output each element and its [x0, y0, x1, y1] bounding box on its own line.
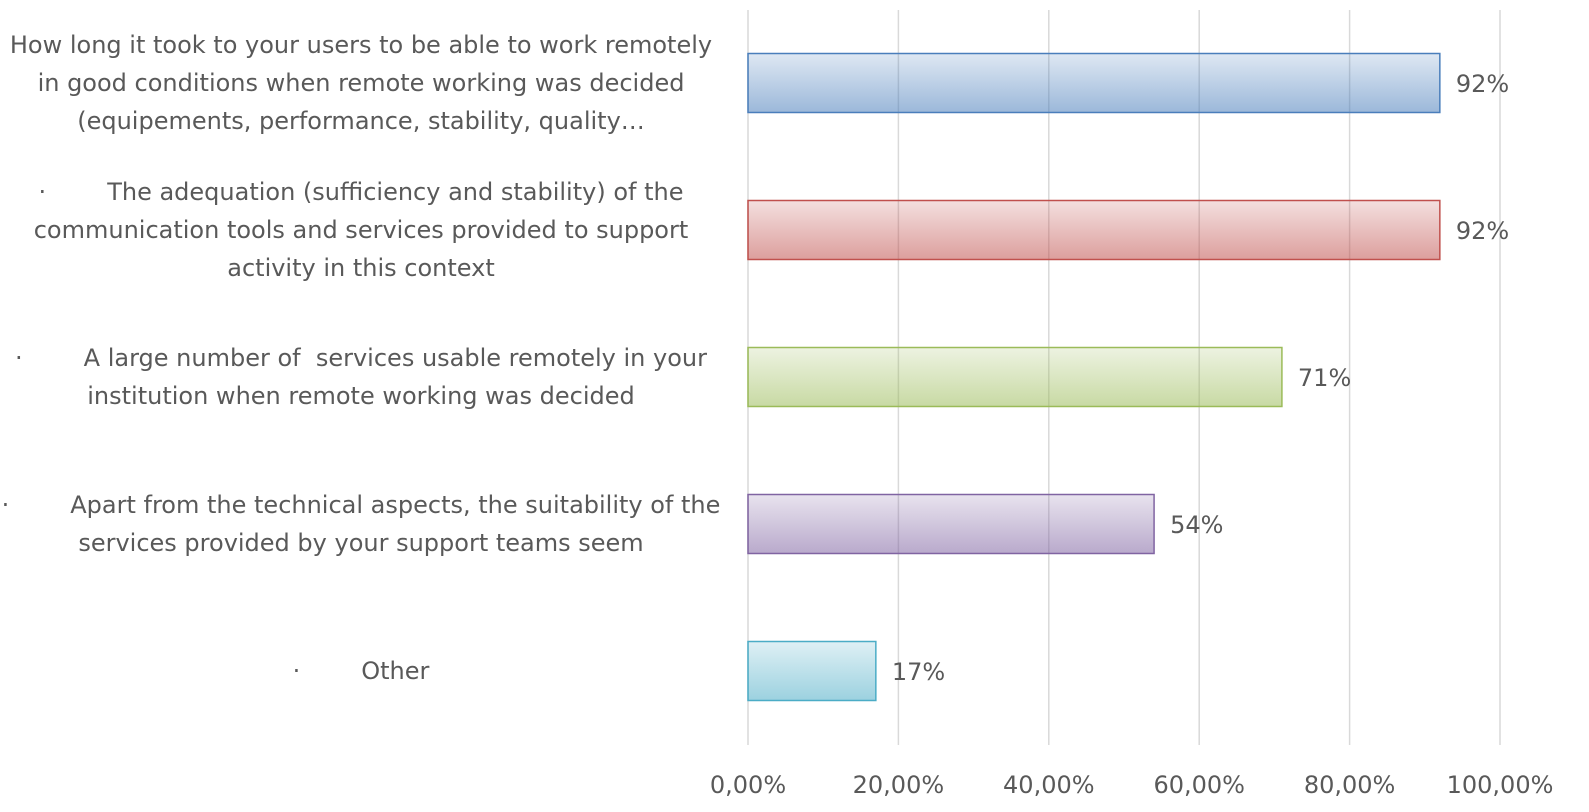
x-tick-label: 80,00%: [1304, 771, 1396, 799]
category-label: · Apart from the technical aspects, the …: [1, 491, 729, 557]
data-label: 17%: [892, 658, 945, 686]
data-label: 54%: [1170, 511, 1223, 539]
x-tick-label: 40,00%: [1003, 771, 1095, 799]
bar: [747, 493, 1155, 555]
x-tick-label: 100,00%: [1447, 771, 1554, 799]
category-label: How long it took to your users to be abl…: [9, 31, 720, 135]
category-label: · A large number of services usable remo…: [15, 344, 715, 410]
x-tick-label: 0,00%: [710, 771, 786, 799]
bar: [747, 52, 1441, 114]
bar: [747, 346, 1283, 408]
data-label: 71%: [1298, 364, 1351, 392]
category-label: · Other: [292, 657, 430, 685]
x-tick-label: 60,00%: [1153, 771, 1245, 799]
bar: [747, 199, 1441, 261]
bar: [747, 640, 877, 702]
data-label: 92%: [1456, 70, 1509, 98]
x-tick-label: 20,00%: [853, 771, 945, 799]
category-label: · The adequation (sufficiency and stabil…: [33, 178, 696, 282]
data-label: 92%: [1456, 217, 1509, 245]
